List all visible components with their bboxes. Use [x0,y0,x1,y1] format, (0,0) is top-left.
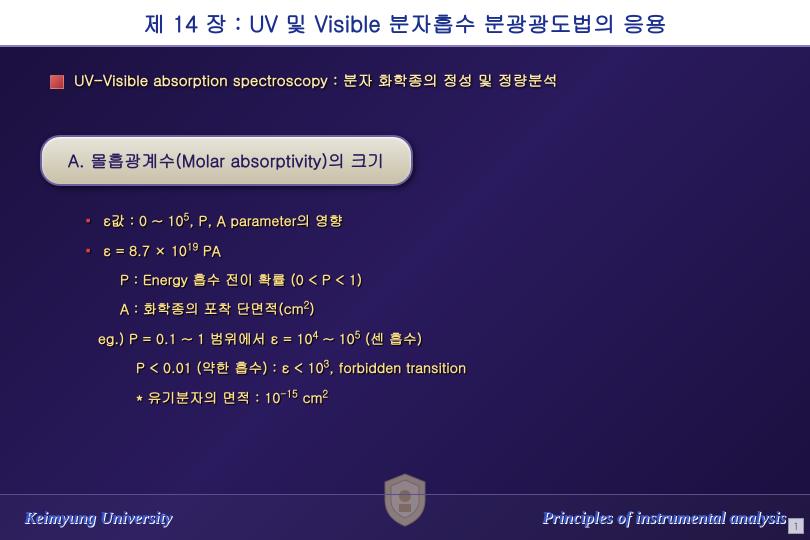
text: A : 화학종의 포착 단면적(cm [120,298,304,318]
text: eg.) P = 0.1 ~ 1 범위에서 ε = 10 [98,328,313,348]
sup: -15 [280,386,297,400]
text: * 유기분자의 면적 : 10 [136,387,280,407]
sup: 19 [187,239,198,253]
bullet-epsilon-range: ε값 : 0 ~ 105, P, A parameter의 영향 [86,206,770,235]
intro-line: UV-Visible absorption spectroscopy : 분자 … [50,65,770,97]
slide-content: UV-Visible absorption spectroscopy : 분자 … [0,47,810,412]
slide-title: 제 14 장 : UV 및 Visible 분자흡수 분광광도법의 응용 [0,8,810,39]
text: PA [198,240,221,260]
example-line-3: * 유기분자의 면적 : 10-15 cm2 [136,383,770,412]
text: , forbidden transition [329,357,466,377]
example-line-1: eg.) P = 0.1 ~ 1 범위에서 ε = 104 ~ 105 (센 흡… [98,324,770,353]
text: ) [309,298,314,318]
bullet-epsilon-formula: ε = 8.7 × 1019 PA [86,236,770,265]
text: P < 0.01 (약한 흡수) : ε < 10 [136,357,324,377]
example-line-2: P < 0.01 (약한 흡수) : ε < 103, forbidden tr… [136,353,770,382]
title-bar: 제 14 장 : UV 및 Visible 분자흡수 분광광도법의 응용 [0,0,810,47]
page-number: 1 [788,518,804,534]
footer-course: Principles of instrumental analysis [542,508,786,528]
text: ε값 : 0 ~ 10 [103,210,183,230]
footer-university: Keimyung University [24,508,172,528]
text: ~ 10 [318,328,355,348]
a-definition: A : 화학종의 포착 단면적(cm2) [120,294,770,323]
sup: 2 [323,386,329,400]
slide-footer: Keimyung University Principles of instru… [0,494,810,540]
text: cm [298,387,323,407]
text: (센 흡수) [360,328,422,348]
section-a-box: A. 몰흡광계수(Molar absorptivity)의 크기 [40,135,413,187]
text: , P, A parameter의 영향 [189,210,343,230]
p-definition: P : Energy 흡수 전이 확률 (0 < P < 1) [120,265,770,294]
text: ε = 8.7 × 10 [103,240,187,260]
